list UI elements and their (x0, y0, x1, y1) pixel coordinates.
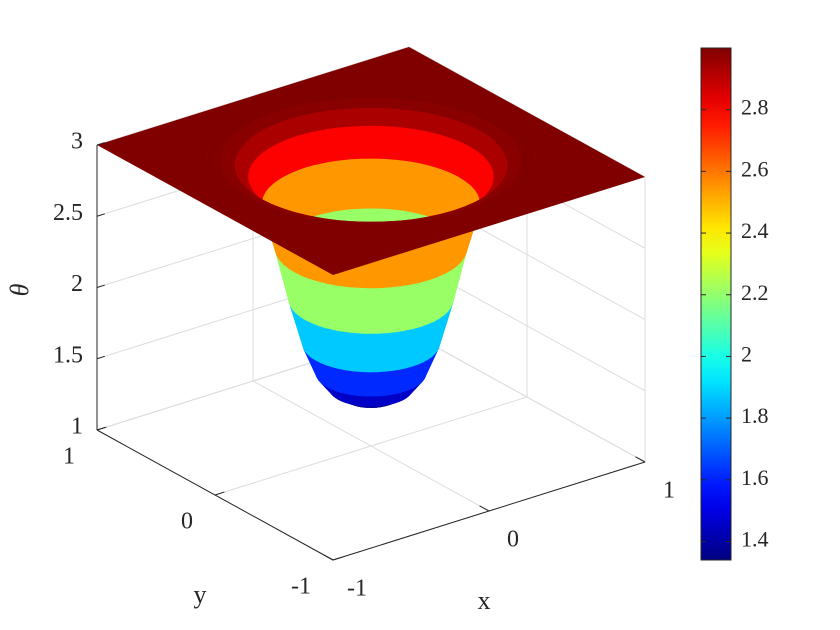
colorbar-tick-label: 2.4 (741, 218, 769, 243)
surface-patch (518, 147, 536, 157)
surface-patch (206, 151, 223, 160)
y-axis-label: y (194, 580, 207, 609)
colorbar-tick-label: 2.8 (741, 95, 769, 120)
x-tick (323, 554, 334, 561)
z-tick-label: 2 (71, 271, 83, 297)
colorbar-tick-label: 1.8 (741, 403, 769, 428)
x-tick (479, 505, 490, 512)
surface-patch (347, 222, 368, 230)
surface-patch (358, 107, 375, 127)
surface-patch (357, 286, 370, 334)
axes-front: -1 0 1 -1 0 1 1 1.5 2 2.5 3 (53, 129, 675, 602)
grid-line (408, 331, 646, 463)
colorbar-tick-label: 1.6 (741, 465, 769, 490)
z-tick-label: 1 (71, 414, 83, 440)
surface-patch (368, 332, 379, 373)
surface-plane (97, 47, 645, 275)
surface-patch (374, 92, 395, 100)
y-tick (214, 491, 225, 496)
surface-patch (373, 124, 389, 160)
surface-patch (361, 157, 375, 209)
z-tick-label: 1.5 (53, 342, 83, 368)
colorbar: 1.4 1.6 1.8 2 2.2 2.4 2.6 2.8 (700, 47, 769, 561)
y-tick (332, 556, 343, 561)
z-tick-label: 3 (71, 129, 83, 155)
y-tick-label: 1 (63, 444, 75, 470)
surface-patch (368, 371, 378, 397)
x-tick-label: 1 (663, 478, 675, 504)
surface-patch (340, 98, 360, 110)
z-tick (96, 427, 105, 431)
z-tick (96, 142, 105, 146)
surface (97, 47, 645, 408)
surface-patch (373, 107, 391, 127)
surface-patch (383, 222, 405, 230)
grid-line (214, 396, 528, 496)
surface-patch (519, 162, 536, 171)
y-tick-label: -1 (291, 574, 311, 600)
surface-patch (374, 97, 393, 110)
z-tick (96, 213, 105, 217)
colorbar-tick-label: 2.6 (741, 156, 769, 181)
x-tick-label: 0 (507, 527, 519, 553)
y-tick-label: 0 (181, 509, 193, 535)
surface-patch (368, 287, 380, 334)
colorbar-tick-label: 2.2 (741, 280, 769, 305)
colorbar-tick-label: 1.4 (741, 527, 769, 552)
surface-patch (520, 154, 536, 164)
x-tick-label: -1 (347, 576, 367, 602)
z-tick (96, 355, 105, 360)
surface-patch (356, 92, 376, 99)
z-tick (96, 284, 105, 288)
surface-patch (206, 158, 222, 168)
colorbar-scale (700, 47, 732, 561)
z-axis-label: θ (5, 283, 34, 296)
surface-patch (359, 124, 375, 159)
surface-patch (357, 97, 376, 109)
surface-patch (359, 332, 370, 373)
colorbar-tick-label: 2 (741, 341, 752, 366)
surface-patch (369, 395, 377, 407)
surface-patch (366, 223, 386, 230)
x-axis-label: x (478, 586, 491, 615)
x-tick (635, 456, 646, 463)
z-tick-label: 2.5 (53, 200, 83, 226)
